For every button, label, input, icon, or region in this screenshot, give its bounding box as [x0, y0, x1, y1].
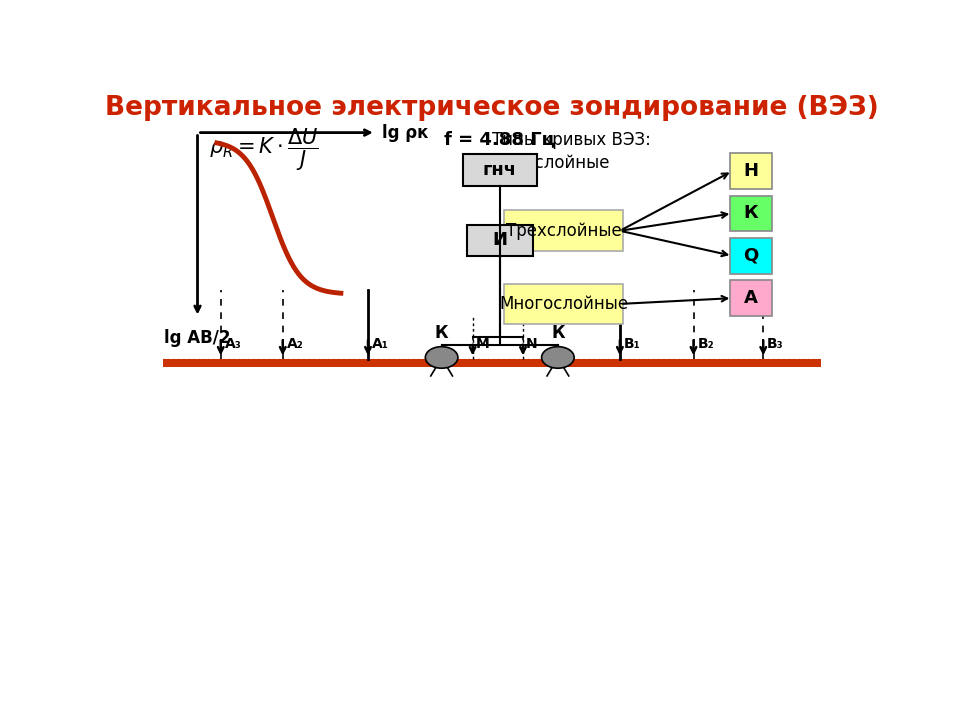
Text: lg AB/2: lg AB/2 [164, 329, 230, 347]
Text: Многослойные: Многослойные [499, 295, 628, 313]
Text: M: M [476, 337, 490, 351]
Text: B₁: B₁ [624, 337, 640, 351]
Bar [162, 359, 822, 367]
Text: Вертикальное электрическое зондирование (ВЭЗ): Вертикальное электрическое зондирование … [106, 95, 878, 121]
Text: К: К [744, 204, 758, 222]
Text: Типы кривых ВЭЗ:: Типы кривых ВЭЗ: [492, 131, 651, 149]
Ellipse shape [541, 346, 574, 368]
Text: А: А [744, 289, 757, 307]
FancyBboxPatch shape [730, 238, 772, 274]
FancyBboxPatch shape [730, 280, 772, 316]
Text: A₃: A₃ [225, 337, 241, 351]
Text: Н: Н [743, 162, 758, 180]
Text: И: И [492, 231, 507, 249]
FancyBboxPatch shape [730, 153, 772, 189]
Text: A₁: A₁ [372, 337, 389, 351]
Text: B₃: B₃ [767, 337, 783, 351]
Text: К: К [551, 324, 564, 342]
Text: Двухслойные: Двухслойные [492, 154, 610, 172]
FancyBboxPatch shape [730, 196, 772, 231]
Text: B₂: B₂ [697, 337, 714, 351]
Text: Q: Q [743, 247, 758, 265]
FancyBboxPatch shape [504, 210, 623, 251]
Ellipse shape [425, 346, 458, 368]
FancyBboxPatch shape [463, 154, 537, 186]
Text: N: N [526, 337, 538, 351]
FancyBboxPatch shape [504, 284, 623, 324]
Text: К: К [435, 324, 448, 342]
Text: Трехслойные: Трехслойные [506, 222, 621, 240]
Text: A₂: A₂ [287, 337, 303, 351]
Text: f = 4.88 Гц: f = 4.88 Гц [444, 130, 555, 148]
Text: lg ρк: lg ρк [382, 124, 428, 142]
Text: гнч: гнч [483, 161, 516, 179]
Text: $\rho_R = K \cdot \dfrac{\Delta U}{J}$: $\rho_R = K \cdot \dfrac{\Delta U}{J}$ [208, 126, 318, 173]
FancyBboxPatch shape [467, 225, 533, 256]
